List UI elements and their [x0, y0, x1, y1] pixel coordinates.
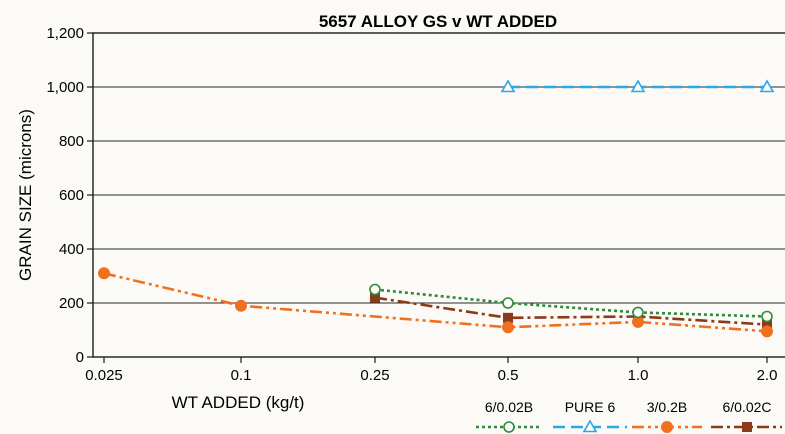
data-point [762, 319, 772, 330]
legend-item: PURE 6 [553, 399, 627, 433]
legend-label: PURE 6 [565, 399, 616, 415]
y-tick-label: 200 [59, 295, 84, 312]
data-point [630, 79, 646, 93]
y-tick-label: 1,200 [46, 25, 84, 42]
series-line [374, 288, 768, 318]
x-tick-label: 0.25 [360, 367, 389, 384]
y-tick-label: 600 [59, 187, 84, 204]
series-pure-6 [500, 79, 775, 93]
y-tick-label: 400 [59, 241, 84, 258]
data-point [235, 299, 247, 312]
x-tick-label: 0.5 [498, 367, 519, 384]
data-point [759, 79, 775, 93]
data-point [500, 79, 516, 93]
x-tick-label: 0.1 [231, 367, 252, 384]
data-point [502, 321, 514, 334]
chart-title: 5657 ALLOY GS v WT ADDED [319, 12, 557, 31]
legend: 6/0.02B PURE 6 3/0.2B 6/0.02C [476, 399, 782, 433]
data-point [761, 310, 773, 323]
y-axis-ticks: 0 200 400 600 800 1,000 1,200 [46, 25, 93, 366]
legend-label: 3/0.2B [647, 399, 687, 415]
data-point [369, 283, 381, 296]
x-axis-label: WT ADDED (kg/t) [172, 393, 305, 412]
series-6-0-02c [370, 292, 772, 330]
data-point [742, 422, 752, 432]
data-point [632, 306, 644, 319]
series-3-0-2b [98, 267, 773, 338]
data-point [370, 292, 380, 303]
legend-item: 6/0.02B [476, 399, 541, 433]
y-tick-label: 0 [76, 349, 84, 366]
x-tick-label: 2.0 [757, 367, 778, 384]
data-point [661, 421, 673, 433]
legend-label: 6/0.02B [485, 399, 533, 415]
y-axis-label: GRAIN SIZE (microns) [16, 109, 35, 281]
x-axis-ticks: 0.025 0.1 0.25 0.5 1.0 2.0 [85, 357, 777, 384]
data-point [98, 267, 110, 280]
x-tick-label: 1.0 [628, 367, 649, 384]
series-line [374, 296, 768, 326]
data-point [503, 421, 515, 433]
data-point [503, 312, 513, 323]
data-point [582, 419, 598, 433]
y-tick-label: 1,000 [46, 79, 84, 96]
legend-item: 6/0.02C [711, 399, 782, 432]
data-point [761, 325, 773, 338]
legend-item: 3/0.2B [632, 399, 702, 433]
x-tick-label: 0.025 [85, 367, 123, 384]
series-lines [98, 79, 775, 338]
series-line [103, 272, 768, 333]
legend-label: 6/0.02C [722, 399, 771, 415]
data-point [502, 297, 514, 309]
gridlines [93, 86, 785, 304]
series-6-0-02b [369, 283, 773, 323]
y-tick-label: 800 [59, 133, 84, 150]
